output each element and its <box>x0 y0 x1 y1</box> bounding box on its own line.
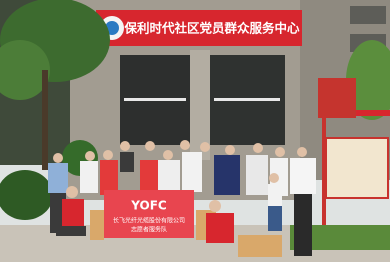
banner-logo: YOFC <box>130 199 167 213</box>
light <box>214 98 280 101</box>
box <box>90 210 104 240</box>
box <box>238 235 282 257</box>
tree-trunk <box>42 70 48 170</box>
sign-text: 保利时代社区党员群众服务中心 <box>123 21 300 36</box>
notice-board <box>326 138 388 198</box>
photo: 保利时代社区党员群众服务中心 YOFC 长飞光纤光缆股份有限 <box>0 0 390 262</box>
post <box>322 116 326 236</box>
window <box>350 6 386 24</box>
banner-team: 志愿者服务队 <box>131 226 167 234</box>
banner-company: 长飞光纤光缆股份有限公司 <box>113 217 185 225</box>
party-board <box>318 78 356 118</box>
page: 保利时代社区党员群众服务中心 YOFC 长飞光纤光缆股份有限 <box>0 0 390 262</box>
light <box>124 98 186 101</box>
